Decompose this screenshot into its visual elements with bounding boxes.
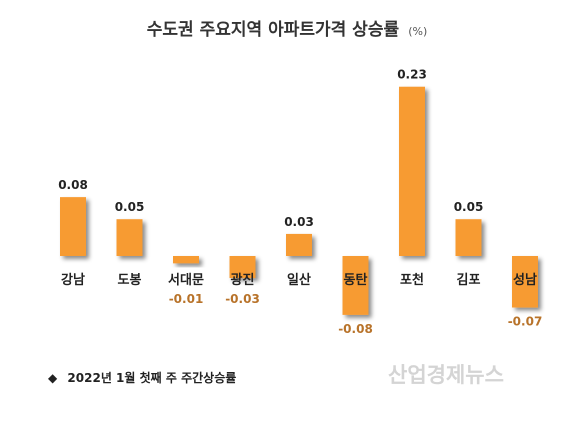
bar-서대문 [173, 256, 199, 264]
bar-동탄 [342, 256, 369, 315]
chart-title-text: 수도권 주요지역 아파트가격 상승률 [147, 20, 400, 40]
bar-포천 [399, 86, 425, 256]
footnote: ◆ 2022년 1월 첫째 주 주간상승률 [48, 370, 236, 385]
value-label-서대문: -0.01 [169, 292, 204, 306]
category-label-동탄: 동탄 [344, 272, 368, 288]
bars-group [60, 86, 538, 315]
category-label-김포: 김포 [457, 273, 481, 288]
chart-title: 수도권 주요지역 아파트가격 상승률 (%) [147, 20, 428, 40]
value-label-강남: 0.08 [58, 178, 88, 192]
footnote-text: 2022년 1월 첫째 주 주간상승률 [67, 370, 236, 385]
value-label-포천: 0.23 [397, 68, 427, 82]
category-label-포천: 포천 [400, 273, 424, 288]
value-labels-group: 0.08 0.05 -0.01 -0.03 0.03 -0.08 0.23 0.05 -0.07 [58, 68, 542, 336]
value-label-동탄: -0.08 [338, 322, 373, 336]
value-label-광진: -0.03 [225, 292, 260, 306]
value-label-김포: 0.05 [454, 200, 484, 214]
bar-일산 [286, 233, 312, 256]
footnote-bullet-icon: ◆ [48, 371, 58, 385]
watermark: 산업경제뉴스 [388, 363, 504, 387]
value-label-성남: -0.07 [508, 315, 543, 329]
bar-광진 [229, 256, 256, 279]
bar-강남 [60, 197, 86, 256]
category-label-도봉: 도봉 [118, 273, 142, 288]
category-label-성남: 성남 [513, 272, 537, 288]
chart-unit: (%) [408, 25, 427, 38]
category-label-광진: 광진 [231, 272, 255, 288]
bar-도봉 [116, 219, 143, 256]
bar-김포 [455, 219, 482, 256]
value-label-일산: 0.03 [284, 215, 314, 229]
category-label-일산: 일산 [287, 272, 311, 288]
category-label-강남: 강남 [61, 272, 85, 288]
category-labels-group: 강남 도봉 서대문 광진 일산 동탄 포천 김포 성남 [61, 272, 537, 288]
bar-성남 [512, 256, 538, 308]
category-label-서대문: 서대문 [168, 273, 204, 288]
value-label-도봉: 0.05 [115, 200, 145, 214]
